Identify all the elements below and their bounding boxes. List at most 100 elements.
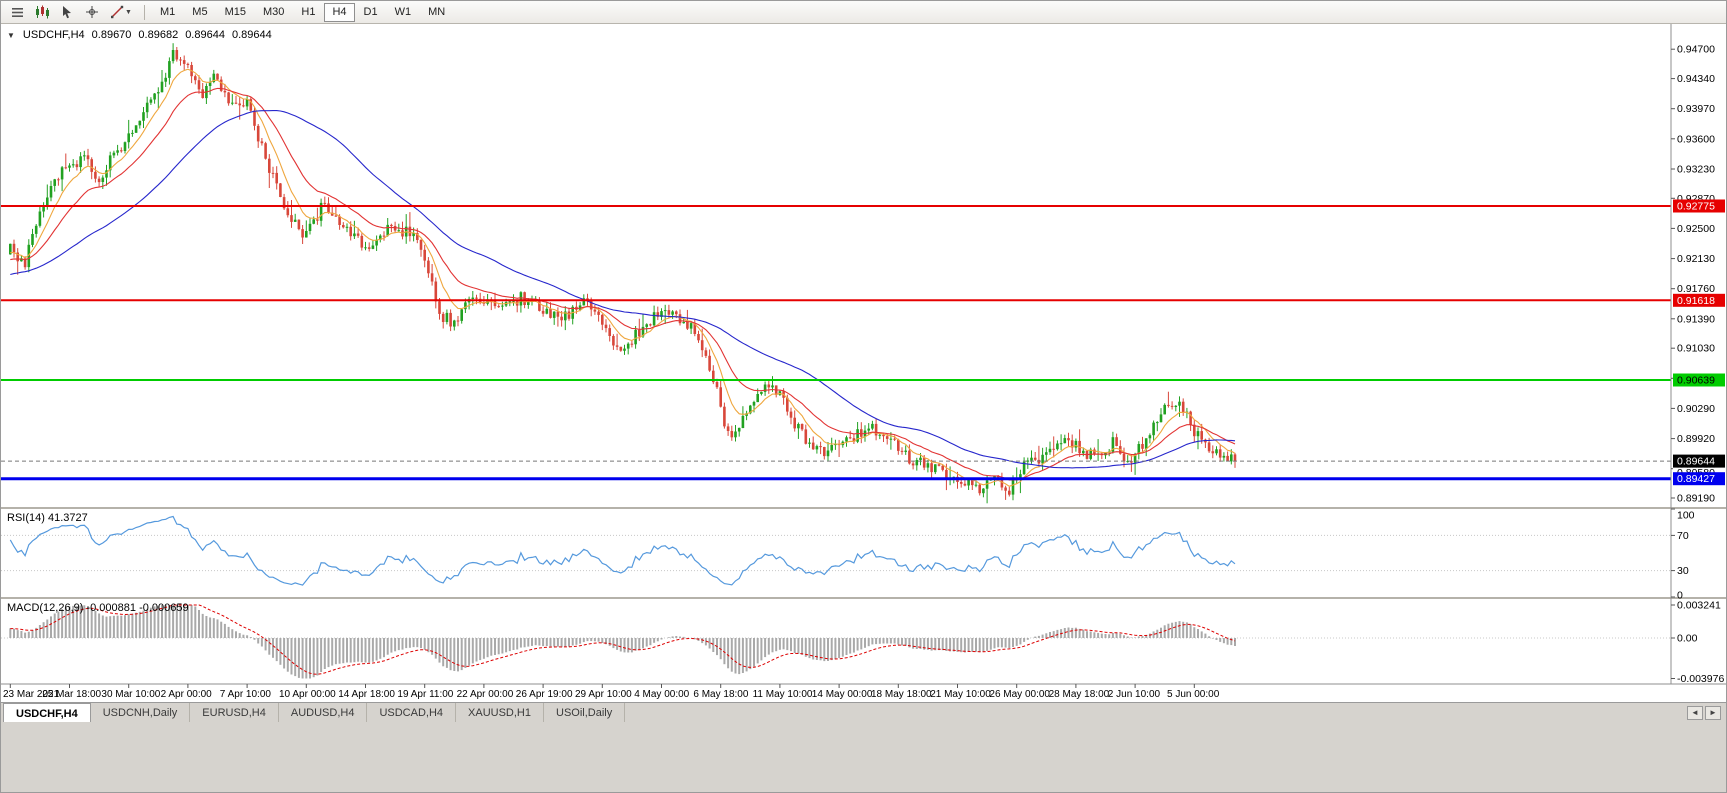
svg-text:19 Apr 11:00: 19 Apr 11:00 — [397, 689, 453, 700]
ohlc-open: 0.89670 — [91, 29, 132, 41]
svg-text:29 Apr 10:00: 29 Apr 10:00 — [575, 689, 632, 700]
timeframe-mn[interactable]: MN — [420, 3, 453, 22]
svg-text:4 May 00:00: 4 May 00:00 — [634, 689, 689, 700]
rsi-line — [9, 515, 1236, 586]
crosshair-icon-glyph — [86, 6, 98, 18]
macd-indicator-label: MACD(12,26,9) -0.000881 -0.000659 — [7, 602, 189, 614]
menu-icon[interactable] — [5, 3, 29, 22]
moving-average-ma-slow — [10, 110, 1236, 469]
toolbar: ▼ M1 M5 M15 M30 H1 H4 D1 W1 MN — [1, 1, 1726, 24]
svg-text:2 Apr 00:00: 2 Apr 00:00 — [161, 689, 213, 700]
chart-type-icon-glyph — [35, 5, 49, 19]
svg-text:0.93970: 0.93970 — [1677, 103, 1715, 115]
tab-usoil-daily[interactable]: USOil,Daily — [544, 703, 626, 722]
bid-price-label: 0.89644 — [1677, 456, 1715, 468]
macd-histogram — [9, 605, 1236, 679]
rsi-indicator-label: RSI(14) 41.3727 — [7, 512, 88, 524]
tab-eurusd-h4[interactable]: EURUSD,H4 — [190, 703, 279, 722]
svg-text:30: 30 — [1677, 565, 1689, 577]
moving-average-ma-fast — [10, 68, 1236, 487]
tab-usdcad-h4[interactable]: USDCAD,H4 — [367, 703, 457, 722]
svg-text:14 Apr 18:00: 14 Apr 18:00 — [338, 689, 395, 700]
timeframe-h4[interactable]: H4 — [324, 2, 355, 22]
svg-text:0.91030: 0.91030 — [1677, 343, 1715, 355]
svg-text:0.89190: 0.89190 — [1677, 493, 1715, 505]
svg-text:28 May 18:00: 28 May 18:00 — [1049, 689, 1110, 700]
one-click-trading-toggle-icon[interactable]: ▼ — [7, 30, 15, 40]
tabs-scroll-left-icon[interactable]: ◄ — [1687, 706, 1703, 720]
svg-text:7 Apr 10:00: 7 Apr 10:00 — [220, 689, 272, 700]
chart-tabs: USDCHF,H4 USDCNH,Daily EURUSD,H4 AUDUSD,H4 U… — [3, 703, 626, 722]
level-price-label-0.89427: 0.89427 — [1677, 473, 1715, 485]
svg-text:23 Mar 2021: 23 Mar 2021 — [3, 689, 60, 700]
svg-text:18 May 18:00: 18 May 18:00 — [871, 689, 932, 700]
chart-type-icon[interactable] — [30, 3, 54, 22]
tab-scroll-buttons: ◄ ► — [1687, 706, 1721, 720]
svg-text:0.90290: 0.90290 — [1677, 403, 1715, 415]
svg-text:2 Jun 10:00: 2 Jun 10:00 — [1108, 689, 1161, 700]
chart-title: ▼ USDCHF,H4 0.89670 0.89682 0.89644 0.89… — [7, 29, 272, 41]
menu-icon-glyph — [11, 7, 23, 17]
svg-text:26 May 00:00: 26 May 00:00 — [989, 689, 1050, 700]
svg-text:0.00: 0.00 — [1677, 633, 1698, 645]
tab-bar: USDCHF,H4 USDCNH,Daily EURUSD,H4 AUDUSD,H4 U… — [1, 702, 1726, 722]
svg-text:6 May 18:00: 6 May 18:00 — [693, 689, 748, 700]
chart-symbol-period: USDCHF,H4 — [22, 29, 85, 41]
timeframe-m1[interactable]: M1 — [152, 3, 183, 22]
svg-text:14 May 00:00: 14 May 00:00 — [812, 689, 873, 700]
svg-text:11 May 10:00: 11 May 10:00 — [753, 689, 813, 700]
trendline-icon-glyph — [111, 5, 124, 19]
chart-background — [1, 24, 1726, 702]
svg-text:26 Apr 19:00: 26 Apr 19:00 — [516, 689, 573, 700]
svg-text:100: 100 — [1677, 510, 1695, 522]
chart-canvas[interactable]: 0.947000.943400.939700.936000.932300.928… — [1, 1, 1727, 702]
level-price-label-0.91618: 0.91618 — [1677, 295, 1715, 307]
svg-text:0.89920: 0.89920 — [1677, 433, 1715, 445]
timeframe-buttons: M1 M5 M15 M30 H1 H4 D1 W1 MN — [152, 2, 453, 22]
ohlc-high: 0.89682 — [138, 29, 179, 41]
timeframe-m15[interactable]: M15 — [217, 3, 254, 22]
cursor-icon-glyph — [63, 6, 71, 19]
toolbar-separator — [144, 4, 145, 20]
rsi-axis: 100 70 30 0 — [1671, 508, 1695, 602]
price-labels: 0.895800.927750.916180.906390.894270.896… — [1673, 199, 1725, 486]
moving-average-ma-mid — [10, 87, 1236, 481]
tab-audusd-h4[interactable]: AUDUSD,H4 — [279, 703, 368, 722]
svg-text:21 May 10:00: 21 May 10:00 — [930, 689, 991, 700]
ohlc-low: 0.89644 — [185, 29, 225, 41]
timeframe-w1[interactable]: W1 — [387, 3, 420, 22]
tab-usdcnh-daily[interactable]: USDCNH,Daily — [91, 703, 191, 722]
svg-text:0.92130: 0.92130 — [1677, 253, 1715, 265]
svg-text:0.91390: 0.91390 — [1677, 313, 1715, 325]
svg-text:0.94700: 0.94700 — [1677, 44, 1715, 56]
level-price-label-0.90639: 0.90639 — [1677, 375, 1715, 387]
svg-text:70: 70 — [1677, 530, 1689, 542]
horizontal-levels — [1, 205, 1671, 481]
crosshair-icon[interactable] — [80, 3, 104, 22]
cursor-icon[interactable] — [55, 3, 79, 22]
svg-text:0.93230: 0.93230 — [1677, 164, 1715, 176]
svg-text:30 Mar 10:00: 30 Mar 10:00 — [101, 689, 160, 700]
tab-usdchf-h4[interactable]: USDCHF,H4 — [3, 703, 91, 722]
svg-text:0: 0 — [1677, 590, 1683, 602]
svg-text:0.93600: 0.93600 — [1677, 133, 1715, 145]
level-price-label-0.92775: 0.92775 — [1677, 201, 1715, 213]
tab-xauusd-h1[interactable]: XAUUSD,H1 — [456, 703, 544, 722]
timeframe-h1[interactable]: H1 — [293, 3, 323, 22]
timeframe-d1[interactable]: D1 — [356, 3, 386, 22]
draw-tools-icon[interactable]: ▼ — [105, 3, 137, 22]
svg-text:0.94340: 0.94340 — [1677, 73, 1715, 85]
ohlc-close: 0.89644 — [231, 29, 272, 41]
chevron-down-icon: ▼ — [125, 8, 132, 16]
timeframe-m5[interactable]: M5 — [184, 3, 215, 22]
svg-text:-0.003976: -0.003976 — [1677, 673, 1724, 685]
svg-text:0.92500: 0.92500 — [1677, 223, 1715, 235]
macd-axis: 0.003241 0.00 -0.003976 — [1671, 600, 1724, 685]
svg-text:0.91760: 0.91760 — [1677, 283, 1715, 295]
tabs-scroll-right-icon[interactable]: ► — [1705, 706, 1721, 720]
svg-text:5 Jun 00:00: 5 Jun 00:00 — [1167, 689, 1220, 700]
timeframe-m30[interactable]: M30 — [255, 3, 292, 22]
svg-text:22 Apr 00:00: 22 Apr 00:00 — [457, 689, 514, 700]
svg-text:25 Mar 18:00: 25 Mar 18:00 — [42, 689, 101, 700]
